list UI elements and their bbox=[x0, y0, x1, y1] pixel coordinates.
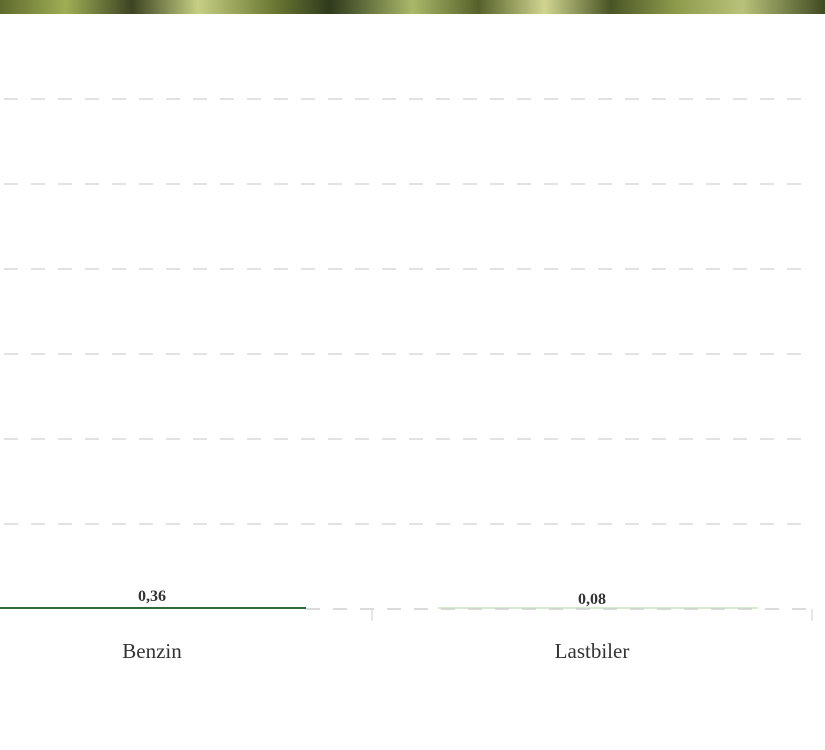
chart-svg: 0,36 Benzin 0,08 Lastbiler bbox=[0, 98, 813, 663]
bar-benzin bbox=[0, 607, 306, 609]
bars bbox=[0, 607, 758, 609]
bar-chart: 0,36 Benzin 0,08 Lastbiler bbox=[0, 14, 825, 745]
bar-lastbiler bbox=[438, 607, 758, 609]
x-axis bbox=[306, 608, 813, 621]
category-label-benzin: Benzin bbox=[122, 639, 182, 663]
data-label-benzin: 0,36 bbox=[138, 588, 166, 605]
labels: 0,36 Benzin 0,08 Lastbiler bbox=[122, 588, 629, 663]
data-label-lastbiler: 0,08 bbox=[578, 591, 606, 608]
gridlines bbox=[4, 98, 813, 525]
header-photo-strip bbox=[0, 0, 825, 14]
category-label-lastbiler: Lastbiler bbox=[555, 639, 630, 663]
